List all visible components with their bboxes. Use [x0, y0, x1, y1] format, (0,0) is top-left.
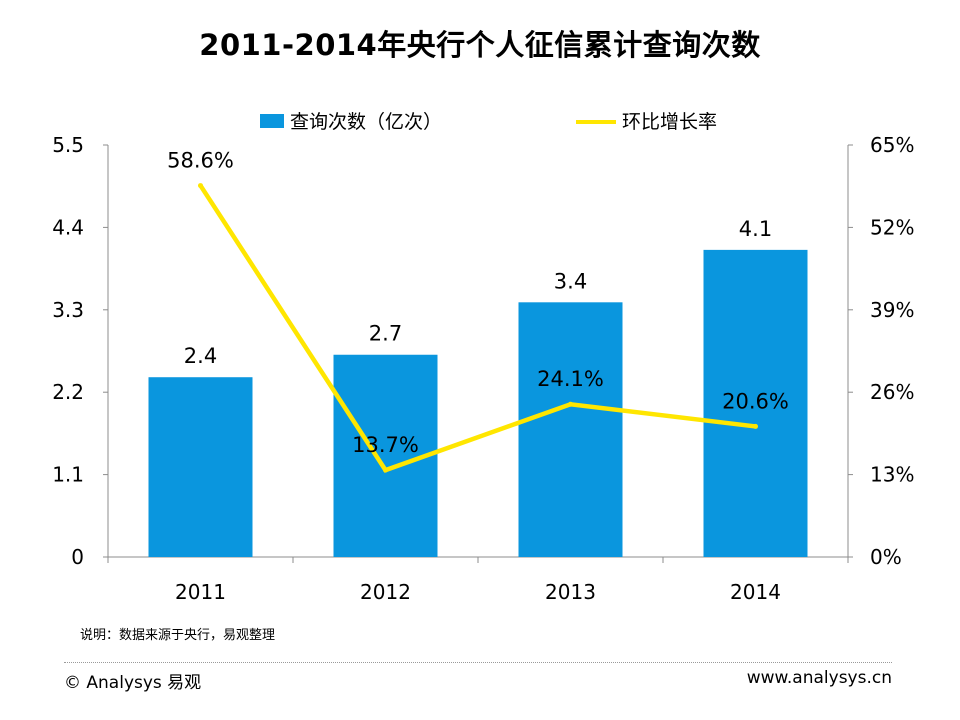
- line-layer: [198, 183, 758, 473]
- x-tick-label: 2014: [730, 580, 781, 604]
- growth-rate-point: [383, 467, 388, 473]
- legend: 查询次数（亿次） 环比增长率: [260, 111, 717, 133]
- y-left-tick-label: 5.5: [52, 133, 84, 157]
- y-left-tick-label: 4.4: [52, 215, 84, 239]
- x-tick-label: 2011: [175, 580, 226, 604]
- y-left-tick-label: 3.3: [52, 298, 84, 322]
- legend-swatch-bar: [260, 114, 284, 128]
- bars-layer: [148, 249, 808, 557]
- legend-label-bar: 查询次数（亿次）: [290, 111, 442, 133]
- y-right-tick-label: 52%: [870, 215, 914, 239]
- y-right-tick-label: 0%: [870, 545, 902, 569]
- y-right-tick-label: 26%: [870, 380, 914, 404]
- x-tick-label: 2013: [545, 580, 596, 604]
- y-right-tick-label: 13%: [870, 463, 914, 487]
- source-note: 说明：数据来源于央行，易观整理: [80, 628, 276, 643]
- bar-value-label: 2.4: [184, 344, 217, 368]
- growth-rate-label: 20.6%: [722, 389, 789, 413]
- growth-rate-point: [753, 423, 758, 429]
- growth-rate-line: [198, 184, 756, 473]
- growth-rate-label: 24.1%: [537, 367, 604, 391]
- y-right-tick-label: 39%: [870, 298, 914, 322]
- y-left-tick-label: 1.1: [52, 463, 84, 487]
- bar: [518, 302, 623, 557]
- x-tick-label: 2012: [360, 580, 411, 604]
- y-right-tick-label: 65%: [870, 133, 914, 157]
- footer-brand: © Analysys 易观: [64, 673, 202, 693]
- growth-rate-label: 13.7%: [352, 433, 419, 457]
- chart-title: 2011-2014年央行个人征信累计查询次数: [199, 28, 761, 62]
- footer-url: www.analysys.cn: [746, 668, 892, 688]
- growth-rate-point: [198, 183, 203, 189]
- growth-rate-point: [568, 401, 573, 407]
- y-left-tick-label: 0: [71, 545, 84, 569]
- bar-value-label: 2.7: [369, 322, 402, 346]
- y-left-tick-label: 2.2: [52, 380, 84, 404]
- labels-layer: 2.4 2.7 3.4 4.1 58.6% 13.7% 24.1% 20.6%: [167, 149, 789, 458]
- bar-value-label: 3.4: [554, 269, 587, 293]
- legend-label-line: 环比增长率: [622, 111, 717, 133]
- footer-divider: [64, 662, 892, 663]
- bar: [703, 249, 808, 557]
- bar-value-label: 4.1: [739, 217, 772, 241]
- bar: [148, 377, 253, 557]
- growth-rate-label: 58.6%: [167, 149, 234, 173]
